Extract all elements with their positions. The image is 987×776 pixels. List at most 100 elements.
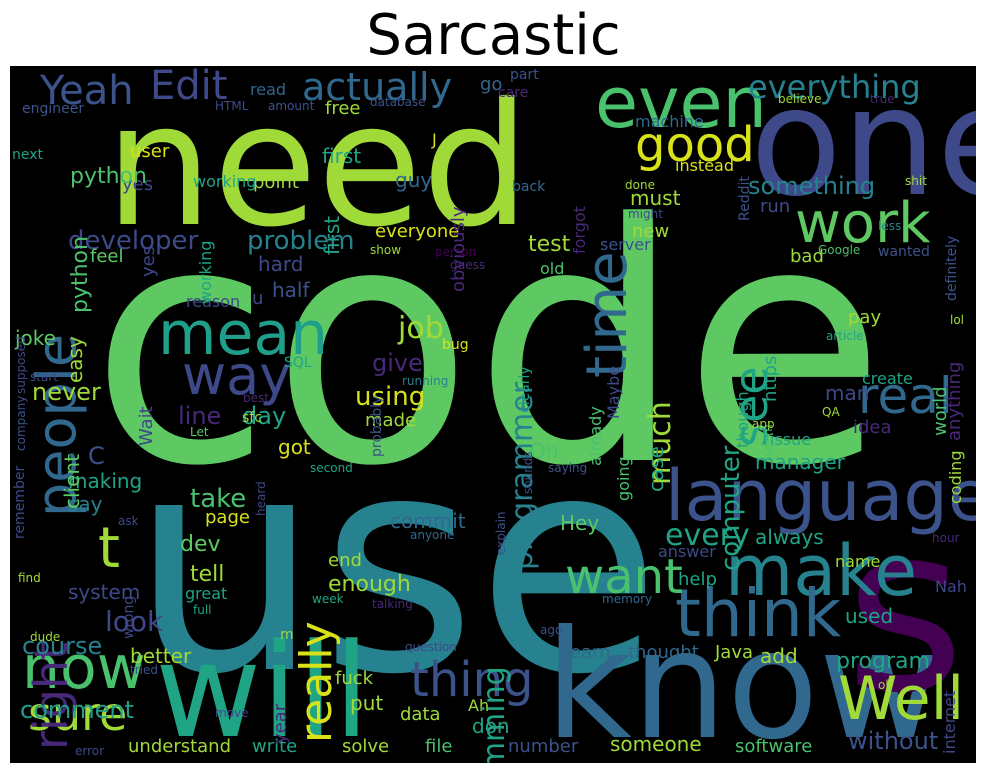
- word-qa: QA: [822, 405, 840, 419]
- word-one: one: [750, 66, 976, 230]
- word-put: put: [350, 691, 384, 715]
- word-mean: mean: [158, 299, 329, 369]
- word-second: second: [310, 461, 353, 475]
- word-data: data: [400, 704, 441, 725]
- word-dev: dev: [180, 532, 221, 557]
- word-feel: feel: [90, 246, 124, 267]
- word-shit: shit: [905, 174, 927, 188]
- word-line: line: [178, 402, 222, 430]
- word-back: back: [512, 179, 546, 195]
- word-edit: Edit: [150, 66, 228, 109]
- word-heard: heard: [254, 481, 268, 516]
- word-dude: dude: [30, 630, 61, 644]
- word-still: still: [620, 406, 644, 441]
- word-machine: machine: [635, 112, 704, 131]
- word-yes-r: yes: [138, 245, 159, 277]
- word-user: user: [130, 141, 170, 162]
- word-computer: computer: [716, 445, 746, 571]
- word-now: now: [22, 633, 146, 703]
- word-tried: tried: [130, 663, 158, 677]
- word-supposed: supposed: [14, 336, 28, 394]
- word-tell: tell: [190, 562, 225, 587]
- word-sfc: sfc: [242, 410, 262, 426]
- word-running: running: [402, 374, 449, 388]
- word-used: used: [845, 604, 894, 628]
- word-part: part: [510, 67, 539, 83]
- word-using: using: [355, 382, 426, 412]
- word-case: case: [644, 446, 668, 492]
- word-m: m: [280, 627, 294, 643]
- word-actually: actually: [302, 66, 453, 109]
- word-fuck: fuck: [335, 668, 374, 689]
- word-full: full: [193, 603, 212, 617]
- word-easy: easy: [63, 336, 87, 383]
- word-client: client: [60, 454, 84, 509]
- word-someone: someone: [610, 732, 702, 756]
- word-know: know: [545, 599, 942, 763]
- word-new: new: [632, 221, 670, 242]
- chart-title: Sarcastic: [366, 3, 621, 68]
- word-app: app: [752, 417, 775, 431]
- word-want: want: [565, 549, 683, 605]
- word-old: old: [540, 259, 565, 278]
- word-joke: joke: [15, 326, 56, 350]
- word-let: Let: [190, 425, 209, 439]
- word-might: might: [628, 207, 663, 221]
- word-u: u: [252, 288, 264, 309]
- word-way: way: [182, 344, 292, 407]
- word-making: making: [68, 469, 143, 493]
- word-don: don: [472, 714, 510, 738]
- word-ago: ago: [540, 623, 563, 637]
- word-working: working: [193, 172, 257, 191]
- word-thought: thought: [628, 642, 699, 663]
- word-already: already: [586, 406, 605, 466]
- word-use: use: [130, 391, 662, 740]
- word-take: take: [190, 484, 247, 514]
- word-got: got: [278, 435, 311, 459]
- word-python-r: python: [68, 236, 93, 313]
- word-remember: remember: [12, 465, 28, 539]
- word-forgot: forgot: [570, 206, 589, 254]
- word-amount: amount: [268, 99, 315, 113]
- word-must: must: [630, 186, 681, 210]
- word-read: read: [250, 80, 287, 99]
- word-coding: coding: [946, 450, 965, 504]
- word-code: code: [90, 154, 886, 538]
- word-work: work: [795, 191, 931, 256]
- word-hour: hour: [932, 531, 960, 545]
- word-program: program: [836, 649, 930, 674]
- word-explain: explain: [494, 511, 508, 555]
- word-year: year: [270, 703, 291, 744]
- word-commit: commit: [390, 509, 466, 533]
- word-obviously: obviously: [448, 206, 469, 292]
- word-first-r: first: [320, 215, 344, 255]
- word-first: first: [322, 144, 362, 168]
- word-help: help: [678, 569, 717, 590]
- word-server: server: [600, 235, 651, 254]
- word-engineer: engineer: [22, 101, 85, 117]
- word-never: never: [32, 378, 101, 406]
- word-bug: bug: [442, 337, 469, 353]
- word-https: https: [760, 355, 781, 402]
- word-test: test: [528, 232, 571, 257]
- word-manager: manager: [755, 450, 845, 474]
- word-reason: reason: [186, 292, 241, 311]
- word-developer: developer: [68, 226, 199, 256]
- word-look: look: [105, 605, 164, 638]
- word-enough: enough: [328, 572, 411, 597]
- word-ask: ask: [118, 514, 139, 528]
- word-number: number: [508, 736, 579, 757]
- word-world: world: [930, 386, 951, 436]
- word-guy: guy: [395, 168, 433, 192]
- word-comment: comment: [20, 696, 135, 724]
- word-always: always: [755, 525, 824, 549]
- word-language: language: [665, 455, 976, 537]
- word-wrong: wrong: [121, 595, 137, 639]
- word-done: done: [625, 178, 655, 192]
- word-less: less: [878, 219, 902, 233]
- word-solve: solve: [342, 736, 390, 757]
- word-need: need: [105, 67, 530, 265]
- word-s: s: [845, 477, 965, 744]
- word-hey: Hey: [560, 511, 600, 535]
- word-t: t: [98, 516, 120, 581]
